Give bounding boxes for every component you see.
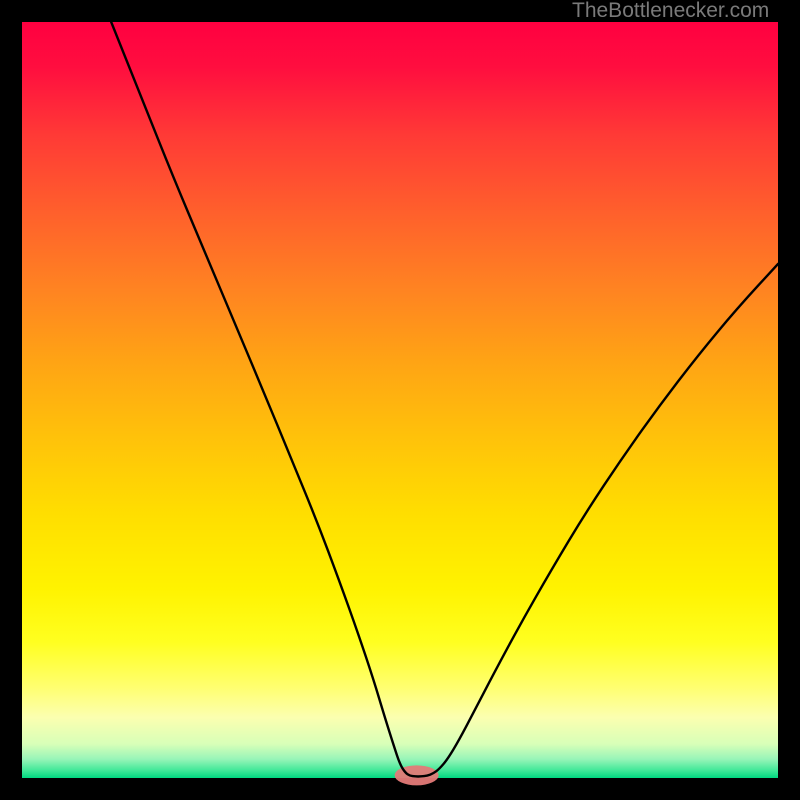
chart-container: TheBottlenecker.com — [0, 0, 800, 800]
bottleneck-curve-chart — [0, 0, 800, 800]
watermark-text: TheBottlenecker.com — [572, 0, 769, 23]
